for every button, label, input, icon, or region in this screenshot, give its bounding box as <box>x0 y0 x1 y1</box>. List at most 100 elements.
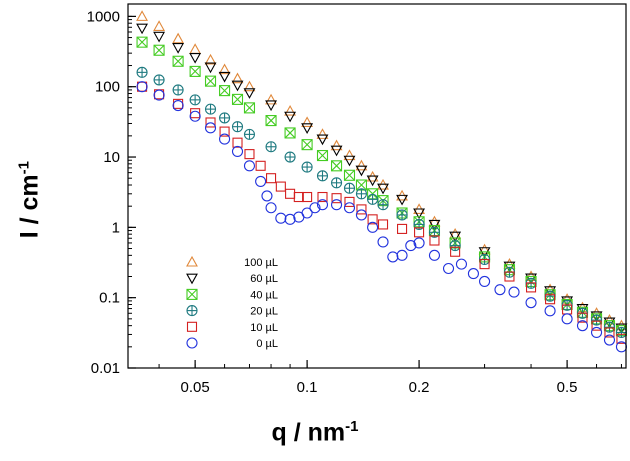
data-point <box>467 268 479 280</box>
x-axis-title: q / nm-1 <box>271 418 359 447</box>
data-point <box>355 209 368 221</box>
data-point <box>275 181 286 192</box>
data-point <box>189 65 201 77</box>
data-point <box>429 235 440 246</box>
data-point <box>265 141 277 153</box>
data-point <box>153 20 166 31</box>
legend-label: 20 µL <box>250 306 278 318</box>
legend-marker <box>186 305 198 317</box>
data-point <box>284 213 296 225</box>
data-point <box>172 32 185 44</box>
data-point <box>219 126 230 137</box>
data-point <box>261 190 273 202</box>
data-point <box>343 182 356 194</box>
data-point <box>576 320 589 332</box>
data-point <box>189 52 202 64</box>
data-point <box>316 134 329 146</box>
data-point <box>590 326 603 339</box>
x-tick-label: 0.5 <box>557 379 578 396</box>
data-point <box>265 202 277 214</box>
y-axis-title: I / cm-1 <box>15 161 44 239</box>
data-point <box>231 145 244 158</box>
data-point <box>284 111 297 123</box>
data-point <box>243 80 256 92</box>
x-tick-label: 0.1 <box>297 379 318 396</box>
data-point <box>561 313 573 325</box>
data-point <box>331 177 343 189</box>
data-point <box>302 191 313 203</box>
data-point <box>355 159 368 171</box>
data-point <box>330 139 343 151</box>
data-point <box>301 116 314 128</box>
data-point <box>265 100 277 112</box>
legend-marker <box>186 337 198 349</box>
legend-marker <box>186 321 198 332</box>
series-1 <box>136 23 628 335</box>
data-point <box>545 294 556 305</box>
data-point <box>494 284 506 296</box>
data-point <box>367 221 379 233</box>
data-point <box>316 149 329 162</box>
data-point <box>136 81 148 93</box>
series-5 <box>136 81 627 353</box>
data-point <box>343 155 356 167</box>
data-point <box>265 93 277 105</box>
data-point <box>603 321 616 333</box>
data-point <box>172 84 184 96</box>
data-point <box>428 215 441 227</box>
data-point <box>478 243 491 255</box>
data-point <box>301 123 314 134</box>
data-point <box>396 209 408 221</box>
data-point <box>285 188 296 199</box>
data-point <box>244 149 255 160</box>
data-point <box>284 151 296 163</box>
data-point <box>396 249 408 261</box>
data-point <box>204 103 217 115</box>
data-point <box>577 312 588 323</box>
y-tick-label: 0.01 <box>91 360 120 377</box>
data-point <box>204 122 217 134</box>
x-tick-label: 0.2 <box>409 379 430 396</box>
data-point <box>243 160 256 172</box>
data-point <box>355 165 368 177</box>
legend-label: 60 µL <box>250 273 278 285</box>
data-point <box>450 246 461 257</box>
y-tick-label: 0.1 <box>99 290 120 307</box>
legend-label: 100 µL <box>244 257 278 269</box>
data-point <box>218 71 231 83</box>
data-point <box>591 320 602 331</box>
data-point <box>136 23 148 35</box>
data-point <box>343 169 356 181</box>
data-point <box>396 194 408 206</box>
data-point <box>397 223 408 234</box>
data-point <box>413 208 426 220</box>
data-point <box>508 286 520 298</box>
data-point <box>255 160 266 171</box>
data-point <box>449 231 462 243</box>
y-tick-label: 100 <box>95 79 120 96</box>
data-point <box>377 219 389 230</box>
data-point <box>479 275 491 288</box>
data-point <box>205 117 216 128</box>
data-point <box>153 89 165 101</box>
data-point <box>455 258 468 270</box>
data-point <box>414 227 425 238</box>
data-point <box>204 75 217 87</box>
data-point <box>136 10 148 21</box>
data-point <box>218 63 231 75</box>
data-point <box>377 183 389 195</box>
y-tick-label: 1000 <box>87 8 120 25</box>
data-point <box>343 202 356 214</box>
data-point <box>479 259 490 270</box>
data-point <box>449 228 462 239</box>
data-point <box>189 94 201 106</box>
data-point <box>301 139 313 151</box>
data-point <box>153 44 165 56</box>
data-point <box>275 212 287 224</box>
data-point <box>428 219 441 231</box>
data-point <box>219 112 231 124</box>
legend-marker <box>186 273 198 285</box>
data-point <box>232 137 243 148</box>
data-point <box>204 53 217 65</box>
